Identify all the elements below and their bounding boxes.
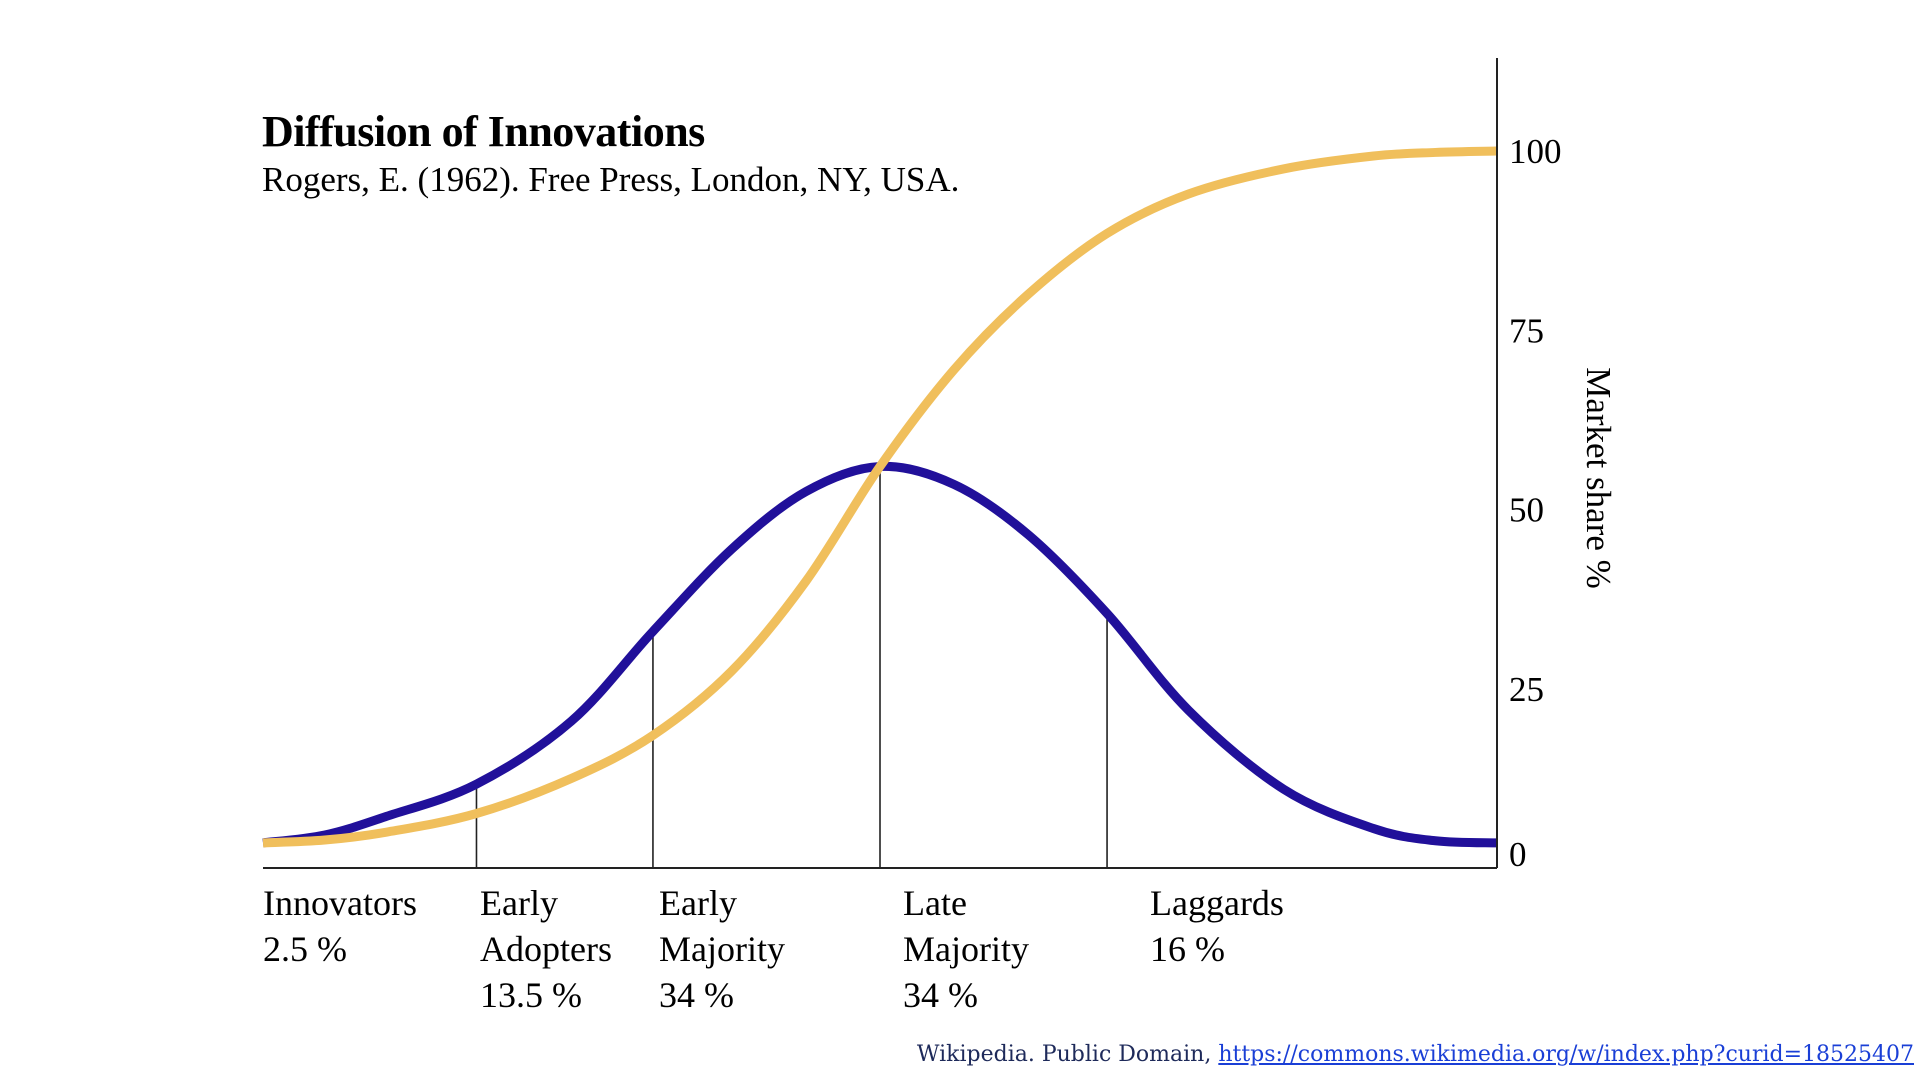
y-tick-50: 50 — [1509, 491, 1544, 530]
category-label-line: Early — [480, 883, 558, 923]
y-tick-labels: 0 25 50 75 100 — [1509, 132, 1562, 874]
category-label-line: Early — [659, 883, 737, 923]
segment-dividers — [475, 466, 1108, 868]
credit-text: Wikipedia. Public Domain, — [916, 1042, 1219, 1067]
y-tick-0: 0 — [1509, 835, 1527, 874]
category-label-2: Early Adopters 13.5 % — [480, 880, 612, 1018]
category-label-4: Late Majority 34 % — [903, 880, 1029, 1018]
y-tick-75: 75 — [1509, 311, 1544, 350]
category-label-line: Innovators — [263, 883, 417, 923]
y-axis-label: Market share % — [1579, 367, 1618, 589]
series-group — [262, 146, 1498, 848]
credit-line: Wikipedia. Public Domain, https://common… — [917, 1042, 1914, 1067]
chart-title: Diffusion of Innovations — [262, 107, 705, 156]
category-label-line: Laggards — [1150, 883, 1284, 923]
category-label-3: Early Majority 34 % — [659, 880, 785, 1018]
y-tick-25: 25 — [1509, 670, 1544, 709]
category-label-line: 34 % — [659, 975, 734, 1015]
category-label-line: 16 % — [1150, 929, 1225, 969]
credit-link[interactable]: https://commons.wikimedia.org/w/index.ph… — [1218, 1042, 1914, 1067]
y-tick-100: 100 — [1509, 132, 1562, 171]
category-label-line: Majority — [659, 929, 785, 969]
category-label-line: 2.5 % — [263, 929, 347, 969]
category-label-1: Innovators 2.5 % — [263, 880, 417, 972]
market-share-s-curve — [262, 146, 1498, 848]
category-label-line: 13.5 % — [480, 975, 582, 1015]
category-label-5: Laggards 16 % — [1150, 880, 1284, 972]
category-label-line: 34 % — [903, 975, 978, 1015]
category-label-line: Late — [903, 883, 967, 923]
category-label-line: Majority — [903, 929, 1029, 969]
category-label-line: Adopters — [480, 929, 612, 969]
chart-subtitle: Rogers, E. (1962). Free Press, London, N… — [262, 160, 960, 199]
